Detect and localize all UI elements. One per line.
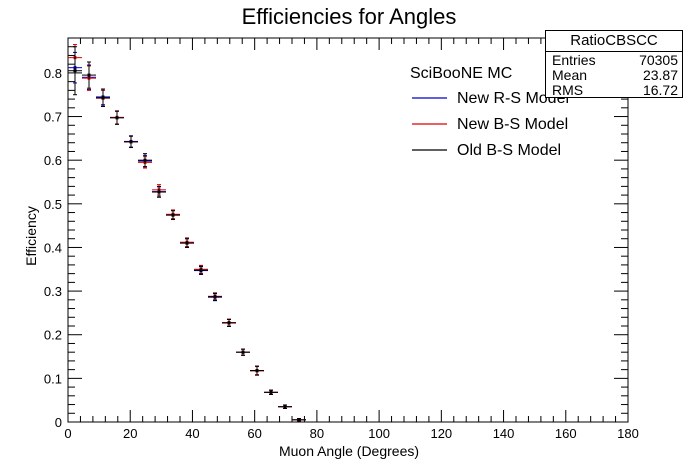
stats-mean-label: Mean <box>552 67 588 83</box>
data-marks <box>68 44 306 422</box>
data-point-marker <box>241 350 245 354</box>
legend-entry: Old B-S Model <box>457 142 561 159</box>
stats-rms-row: RMS 16.72 <box>546 82 682 98</box>
y-tick-label: 0.3 <box>44 284 62 299</box>
series-new-r-s-model <box>68 51 306 422</box>
chart-title: Efficiencies for Angles <box>242 4 457 29</box>
y-tick-label: 0.4 <box>44 240 62 255</box>
x-tick-label: 180 <box>617 426 639 441</box>
data-point-marker <box>157 190 161 194</box>
x-tick-label: 20 <box>123 426 137 441</box>
x-tick-label: 80 <box>310 426 324 441</box>
x-tick-label: 60 <box>247 426 261 441</box>
stats-box: RatioCBSCC Entries 70305 Mean 23.87 RMS … <box>545 30 683 98</box>
data-point-marker <box>73 69 77 73</box>
legend: SciBooNE MC New R-S Model New B-S Model Old… <box>410 65 569 159</box>
legend-entry: New B-S Model <box>457 116 568 133</box>
x-tick-label: 120 <box>430 426 452 441</box>
legend-header: SciBooNE MC <box>410 65 512 82</box>
y-tick-label: 0.5 <box>44 197 62 212</box>
data-point-marker <box>101 96 105 100</box>
data-point-marker <box>283 405 287 409</box>
x-tick-label: 0 <box>64 426 71 441</box>
stats-entries-label: Entries <box>552 52 596 68</box>
y-tick-label: 0.1 <box>44 371 62 386</box>
x-tick-label: 140 <box>493 426 515 441</box>
y-tick-label: 0.2 <box>44 328 62 343</box>
data-point-marker <box>297 418 301 422</box>
stats-mean-value: 23.87 <box>642 67 678 83</box>
stats-entries-value: 70305 <box>639 52 678 68</box>
stats-title: RatioCBSCC <box>546 31 682 52</box>
data-point-marker <box>115 116 119 120</box>
series-new-b-s-model <box>68 44 306 422</box>
y-tick-label: 0.6 <box>44 153 62 168</box>
data-point-marker <box>143 158 147 162</box>
x-tick-label: 100 <box>368 426 390 441</box>
x-axis-label: Muon Angle (Degrees) <box>279 443 419 459</box>
data-point-marker <box>171 213 175 217</box>
legend-entry: New R-S Model <box>457 90 569 107</box>
data-point-marker <box>227 321 231 325</box>
y-tick-label: 0 <box>55 415 62 430</box>
x-tick-label: 160 <box>555 426 577 441</box>
x-tick-label: 40 <box>185 426 199 441</box>
stats-entries-row: Entries 70305 <box>546 52 682 68</box>
data-point-marker <box>185 241 189 245</box>
y-tick-label: 0.8 <box>44 66 62 81</box>
stats-rms-value: 16.72 <box>642 82 678 98</box>
axes: 0 20 40 60 80 100 120 140 160 180 0 0.1 0.2 0.3 0.4 0.5… <box>44 37 639 441</box>
data-point-marker <box>213 295 217 299</box>
y-tick-label: 0.7 <box>44 110 62 125</box>
stats-mean-row: Mean 23.87 <box>546 67 682 83</box>
stats-rms-label: RMS <box>552 82 584 98</box>
data-point-marker <box>199 268 203 272</box>
data-point-marker <box>269 390 273 394</box>
data-point-marker <box>129 140 133 144</box>
series-old-b-s-model <box>68 46 306 422</box>
data-point-marker <box>87 73 91 77</box>
y-axis-label: Efficiency <box>23 206 39 266</box>
data-point-marker <box>255 369 259 373</box>
